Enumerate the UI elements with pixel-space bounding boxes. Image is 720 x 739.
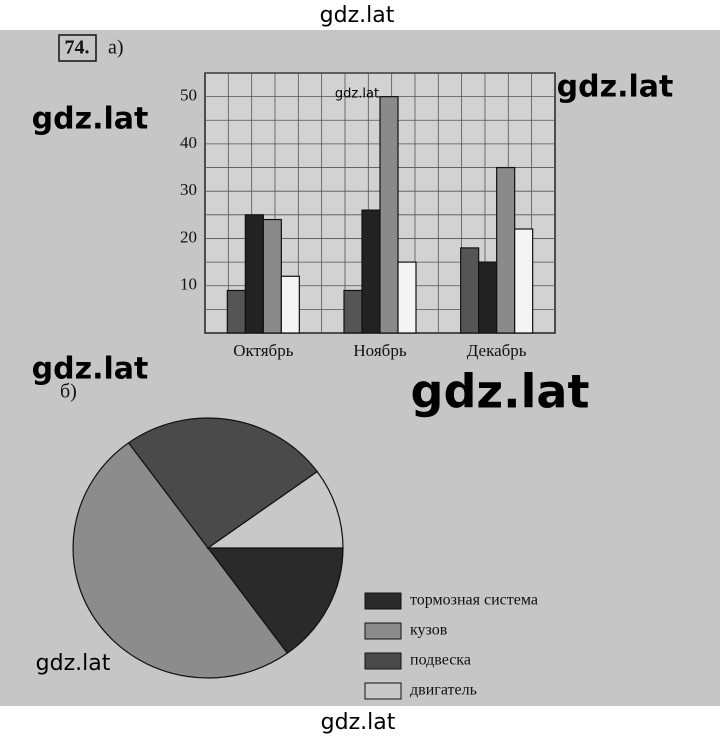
- bar: [343, 289, 363, 334]
- watermark: gdz.lat: [411, 365, 590, 419]
- exercise-box: [58, 34, 97, 62]
- charts: 10 20 30 40 50 Октябрь Ноябрь Декабрь тормозная …: [72, 72, 556, 700]
- x-tick-label: Октябрь: [233, 341, 293, 360]
- legend-label: двигатель: [410, 682, 477, 699]
- watermark: gdz.lat: [32, 352, 149, 387]
- bar: [460, 247, 480, 334]
- watermarks: gdz.lat gdz.lat gdz.lat gdz.lat gdz.lat …: [32, 3, 674, 735]
- bar: [262, 218, 282, 334]
- chart-label: а): [108, 37, 124, 59]
- bar: [226, 289, 246, 334]
- y-tick-label: 40: [180, 133, 197, 152]
- pie-slice: [206, 547, 344, 654]
- watermark: gdz.lat: [335, 87, 379, 102]
- legend-label: кузов: [410, 622, 448, 639]
- bar: [280, 275, 300, 334]
- y-tick-label: 30: [180, 180, 197, 199]
- watermark: gdz.lat: [32, 102, 149, 137]
- watermark: gdz.lat: [36, 651, 111, 676]
- legend-swatch: [364, 622, 402, 640]
- watermark: gdz.lat: [321, 710, 396, 735]
- bar: [379, 96, 399, 334]
- bar: [514, 228, 534, 334]
- legend-swatch: [364, 592, 402, 610]
- exercise-number: 74.: [65, 37, 90, 59]
- pie-slice: [127, 417, 319, 549]
- x-tick-label: Ноябрь: [353, 341, 406, 360]
- legend-label: тормозная система: [410, 592, 538, 609]
- pie-slice: [72, 442, 289, 679]
- bar: [361, 209, 381, 334]
- legend-label: подвеска: [410, 652, 471, 669]
- y-tick-label: 10: [180, 275, 197, 294]
- chart-label: б): [60, 381, 77, 403]
- bar: [244, 214, 264, 334]
- bar: [397, 261, 417, 334]
- y-tick-label: 50: [180, 86, 197, 105]
- y-tick-label: 20: [180, 227, 197, 246]
- x-tick-label: Декабрь: [467, 341, 527, 360]
- legend-swatch: [364, 652, 402, 670]
- bar: [478, 261, 498, 334]
- pie-slice: [206, 470, 344, 549]
- watermark: gdz.lat: [320, 3, 395, 28]
- legend-swatch: [364, 682, 402, 700]
- bar: [496, 166, 516, 334]
- watermark: gdz.lat: [557, 70, 674, 105]
